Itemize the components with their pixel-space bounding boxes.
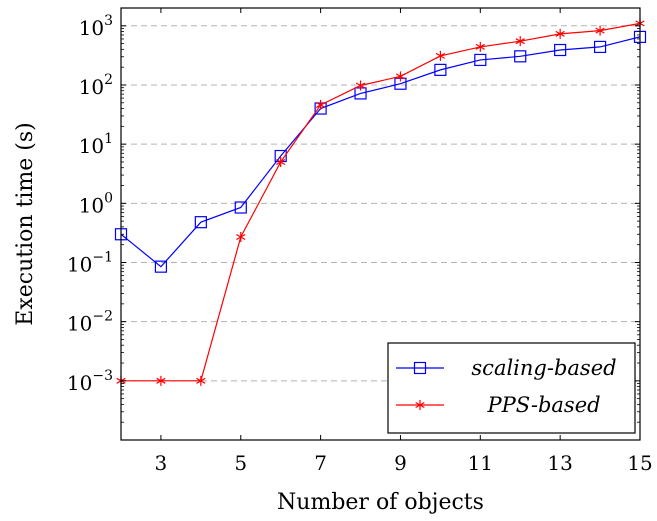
data-point-star [555,28,565,39]
legend-label: scaling-based [471,356,616,380]
series-PPS-based [116,18,645,386]
y-tick-label: 10−2 [67,309,113,336]
series-layer [114,18,647,386]
legend-marker [413,361,427,375]
y-axis-title: Execution time (s) [13,122,38,325]
data-point-star [515,36,525,47]
data-point-star [355,80,366,91]
data-point-star [475,41,485,52]
plot-frame [120,7,641,441]
x-tick-label: 9 [394,451,407,475]
data-point-star [595,25,605,36]
x-tick-label: 15 [627,451,652,475]
y-tick-mantissa: 10 [67,252,92,276]
y-tick-mantissa: 10 [67,312,92,336]
data-point-square [434,63,447,76]
y-tick-label: 102 [79,72,113,99]
legend-box [387,342,636,434]
data-point-star [196,375,206,386]
data-point-square [474,53,487,67]
y-tick-label: 103 [79,13,113,40]
y-tick-mantissa: 10 [79,75,104,99]
y-tick-mantissa: 10 [67,371,92,395]
series-line [120,36,641,268]
legend: scaling-based PPS-based [387,342,636,434]
data-point-star [156,375,166,386]
series-scaling-based [114,30,647,273]
data-point-star [395,71,406,82]
data-point-star [236,231,246,242]
data-point-square [194,216,207,229]
series-line [121,22,641,382]
y-tick-exponent: −3 [92,368,113,384]
data-point-square [154,260,168,273]
y-tick-mantissa: 10 [79,134,104,158]
y-tick-label: 101 [79,131,113,158]
y-tick-label: 10−1 [67,249,113,276]
data-point-square [593,40,607,54]
y-tick-label: 10−3 [67,368,113,395]
y-tick-mantissa: 10 [79,193,104,217]
x-tick-label: 11 [468,451,493,475]
x-tick-label: 5 [234,451,247,475]
y-tick-exponent: −2 [92,309,113,325]
grid [121,25,640,382]
y-tick-exponent: 0 [104,190,113,206]
legend-marker [415,400,425,410]
data-point-square [514,50,527,63]
x-axis-title: Number of objects [277,490,484,515]
data-point-square [234,201,247,214]
y-tick-exponent: −1 [92,249,113,265]
legend-label: PPS-based [486,393,600,417]
y-tick-exponent: 2 [104,72,113,88]
data-point-star [315,99,326,110]
x-tick-label: 3 [155,451,168,475]
y-tick-label: 100 [79,190,113,217]
data-point-square [554,43,567,57]
y-tick-mantissa: 10 [79,16,104,40]
x-tick-label: 7 [314,451,327,475]
y-tick-exponent: 1 [104,131,113,147]
x-tick-label: 13 [547,451,572,475]
data-point-star [276,156,286,167]
y-tick-exponent: 3 [104,13,113,29]
data-point-star [435,50,446,61]
